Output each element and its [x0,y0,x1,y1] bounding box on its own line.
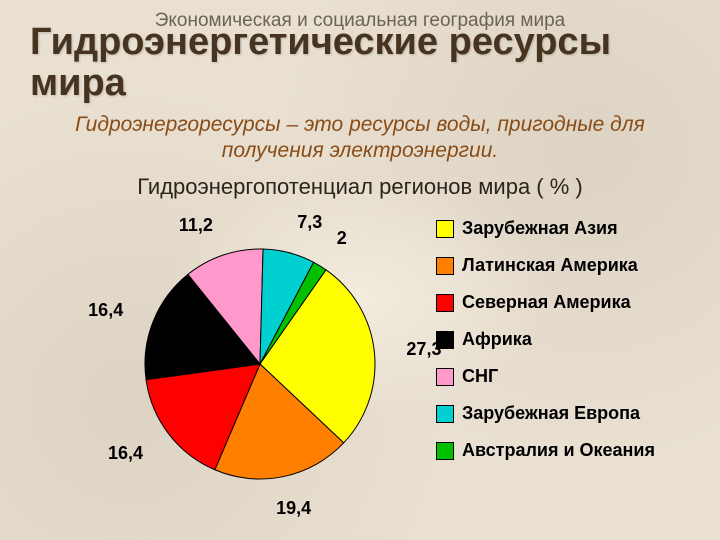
pie-chart: 27,319,416,416,411,27,32 Зарубежная Азия… [20,210,700,520]
legend-label: Австралия и Океания [462,440,655,461]
legend: Зарубежная Азия Латинская Америка Северная… [436,218,696,461]
pie-percent-label: 16,4 [88,300,123,321]
pie-graphic [140,244,380,484]
chart-title: Гидроэнергопотенциал регионов мира ( % ) [30,174,690,200]
legend-item: Австралия и Океания [436,440,696,461]
legend-item: Зарубежная Европа [436,403,696,424]
legend-swatch [436,442,454,460]
page-title: Гидроэнергетические ресурсы мира [30,22,690,104]
legend-item: Северная Америка [436,292,696,313]
legend-swatch [436,257,454,275]
pie-percent-label: 11,2 [179,215,213,236]
pie-percent-label: 16,4 [108,443,143,464]
legend-swatch [436,294,454,312]
legend-swatch [436,331,454,349]
legend-label: Африка [462,329,532,350]
legend-item: Латинская Америка [436,255,696,276]
legend-swatch [436,220,454,238]
legend-label: Латинская Америка [462,255,638,276]
legend-item: Зарубежная Азия [436,218,696,239]
legend-label: Зарубежная Европа [462,403,640,424]
subtitle-definition: Гидроэнергоресурсы – это ресурсы воды, п… [30,112,690,165]
legend-label: Северная Америка [462,292,631,313]
pie-percent-label: 19,4 [276,498,311,519]
legend-item: СНГ [436,366,696,387]
legend-label: Зарубежная Азия [462,218,618,239]
pie-percent-label: 2 [337,228,347,249]
legend-swatch [436,368,454,386]
legend-swatch [436,405,454,423]
legend-item: Африка [436,329,696,350]
slide: Экономическая и социальная география мир… [0,0,720,540]
legend-label: СНГ [462,366,498,387]
pie-percent-label: 7,3 [297,212,322,233]
